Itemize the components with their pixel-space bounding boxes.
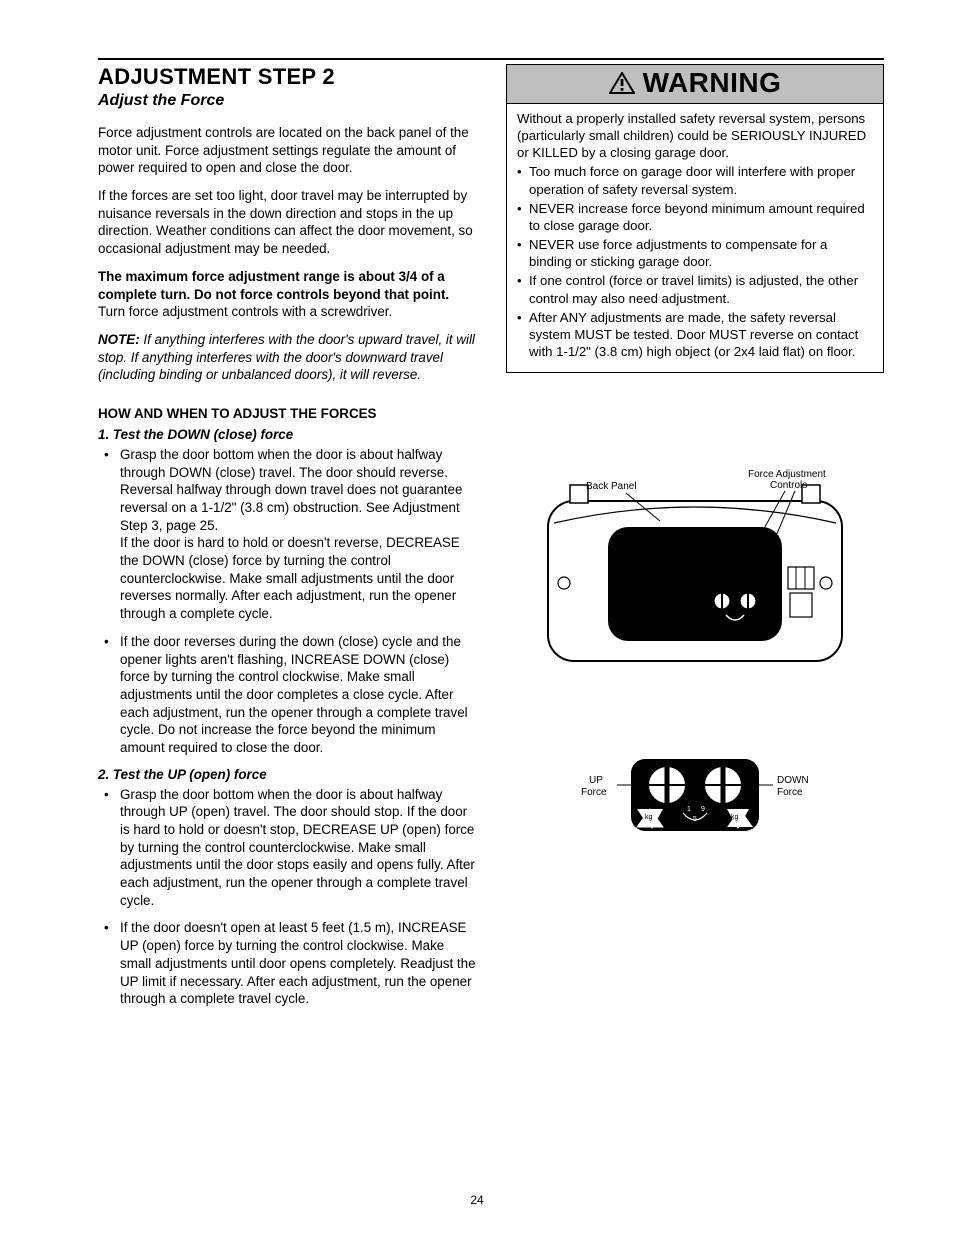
label-up: UP [589,775,603,786]
intro-para-2: If the forces are set too light, door tr… [98,187,478,258]
bullet-dot: • [517,309,529,360]
bullet-dot: • [517,200,529,234]
warn-bullet: •Too much force on garage door will inte… [517,163,873,197]
warning-title: WARNING [643,67,782,99]
warning-header: WARNING [507,65,883,104]
wb-text: Too much force on garage door will inter… [529,163,873,197]
bullet-dot: • [98,919,120,1007]
bullet-dot: • [517,163,529,197]
test2-num: 2. [98,767,113,782]
two-column-layout: ADJUSTMENT STEP 2 Adjust the Force Force… [98,64,884,1018]
right-column: WARNING Without a properly installed saf… [506,64,884,1018]
note-label: NOTE: [98,332,140,347]
label-up-force: Force [581,787,607,798]
t1b1-a: Grasp the door bottom when the door is a… [120,447,448,480]
label-force-controls-l1: Force Adjustment [748,469,826,480]
t2b2-bold: If the door doesn't open at least 5 feet… [120,920,394,935]
test2-ital: Test the UP (open) force [113,767,267,782]
step-title: ADJUSTMENT STEP 2 [98,64,478,90]
note-para: NOTE: If anything interferes with the do… [98,331,478,384]
svg-text:kg: kg [645,814,653,821]
left-column: ADJUSTMENT STEP 2 Adjust the Force Force… [98,64,478,1018]
how-heading: HOW AND WHEN TO ADJUST THE FORCES [98,406,478,421]
t1-bullet2: • If the door reverses during the down (… [98,633,478,757]
label-down: DOWN [777,775,809,786]
t1b1-text: Grasp the door bottom when the door is a… [120,446,478,623]
note-text: If anything interferes with the door's u… [98,332,475,382]
bullet-dot: • [98,633,120,757]
warning-body: Without a properly installed safety reve… [507,104,883,372]
t1b2-text: If the door reverses during the down (cl… [120,633,478,757]
warning-triangle-icon [609,72,635,94]
max-force-bold: The maximum force adjustment range is ab… [98,269,449,302]
bullet-dot: • [98,446,120,623]
bullet-dot: • [517,272,529,306]
warning-intro: Without a properly installed safety reve… [517,110,873,161]
bullet-dot: • [98,786,120,910]
test2-heading: 2. 2. Test the UP (open) forceTest the U… [98,767,478,782]
t1b1-b: Reversal halfway through down travel doe… [120,482,462,532]
warn-bullet: •NEVER use force adjustments to compensa… [517,236,873,270]
intro-para-3: The maximum force adjustment range is ab… [98,268,478,321]
wb-text: NEVER use force adjustments to compensat… [529,236,873,270]
warn-bullet: •NEVER increase force beyond minimum amo… [517,200,873,234]
test1-heading: 1. Test the DOWN (close) force [98,427,478,442]
max-force-rest: Turn force adjustment controls with a sc… [98,304,392,319]
wb-text: If one control (force or travel limits) … [529,272,873,306]
warn-bullet: •If one control (force or travel limits)… [517,272,873,306]
warn-bullet: •After ANY adjustments are made, the saf… [517,309,873,360]
wb-text: After ANY adjustments are made, the safe… [529,309,873,360]
force-dials-svg: kg kg 1 5 9 UP For [545,743,845,843]
motor-unit-diagram: Back Panel Force Adjustment Controls [506,463,884,673]
t1b2-ital: Do not increase the force beyond the min… [120,722,436,755]
motor-unit-svg: Back Panel Force Adjustment Controls [530,463,860,673]
label-force-controls-l2: Controls [770,480,807,491]
bullet-dot: • [517,236,529,270]
t1b1-c-bold: If the door is hard to hold or doesn't r… [120,535,382,550]
subtitle: Adjust the Force [98,92,478,110]
t1-bullet1: • Grasp the door bottom when the door is… [98,446,478,623]
page-number: 24 [0,1193,954,1207]
warning-box: WARNING Without a properly installed saf… [506,64,884,373]
svg-text:kg: kg [731,814,739,821]
svg-text:9: 9 [701,806,705,813]
wb-text: NEVER increase force beyond minimum amou… [529,200,873,234]
label-back-panel: Back Panel [586,481,637,492]
force-dials-diagram: kg kg 1 5 9 UP For [506,743,884,843]
t2-bullet2: • If the door doesn't open at least 5 fe… [98,919,478,1007]
t2-bullet1: • Grasp the door bottom when the door is… [98,786,478,910]
t2b1-text: Grasp the door bottom when the door is a… [120,786,478,910]
svg-text:5: 5 [693,816,697,823]
t2b2-text: If the door doesn't open at least 5 feet… [120,919,478,1007]
label-down-force: Force [777,787,803,798]
svg-text:1: 1 [687,806,691,813]
t2b1-a: Grasp the door bottom when the door is a… [120,787,442,820]
manual-page: ADJUSTMENT STEP 2 Adjust the Force Force… [0,0,954,1235]
top-rule [98,58,884,60]
intro-para-1: Force adjustment controls are located on… [98,124,478,177]
